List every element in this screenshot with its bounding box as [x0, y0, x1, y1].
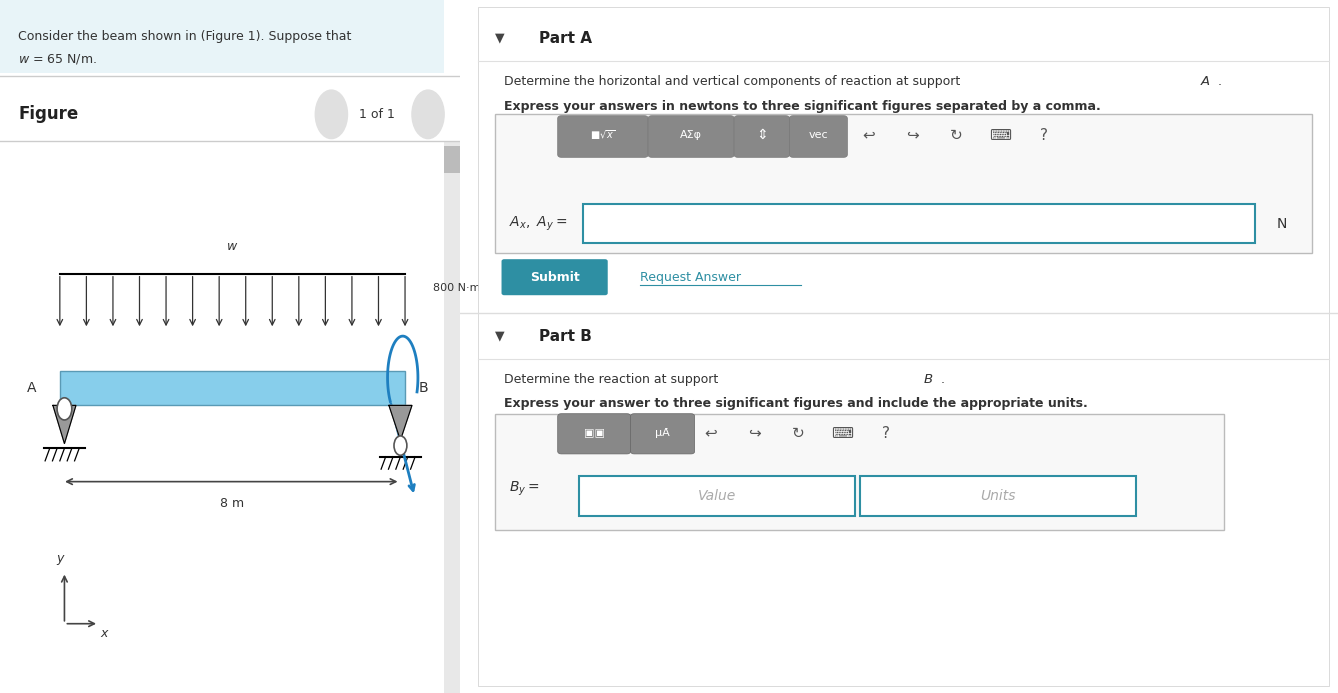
- Text: ↻: ↻: [792, 426, 804, 441]
- FancyBboxPatch shape: [630, 414, 694, 454]
- Text: B: B: [419, 381, 428, 395]
- Text: ⌨: ⌨: [831, 426, 854, 441]
- Text: Part A: Part A: [539, 30, 593, 46]
- Text: ▼: ▼: [495, 330, 504, 342]
- FancyBboxPatch shape: [789, 116, 847, 157]
- Text: ⇕: ⇕: [756, 128, 768, 142]
- Text: 800 N·m: 800 N·m: [432, 283, 480, 292]
- Text: <: <: [325, 107, 337, 121]
- Text: $B_y =$: $B_y =$: [508, 480, 539, 498]
- Text: w: w: [227, 240, 238, 252]
- Circle shape: [316, 90, 348, 139]
- FancyBboxPatch shape: [444, 141, 460, 693]
- Text: ↻: ↻: [950, 128, 962, 143]
- Text: $\blacksquare\sqrt{x}$: $\blacksquare\sqrt{x}$: [590, 128, 615, 142]
- Polygon shape: [389, 405, 412, 440]
- Text: y: y: [56, 552, 63, 565]
- FancyBboxPatch shape: [444, 146, 460, 173]
- FancyBboxPatch shape: [60, 371, 405, 405]
- Text: Part B: Part B: [539, 328, 593, 344]
- Text: ⌨: ⌨: [989, 128, 1012, 143]
- Text: .: .: [1218, 76, 1222, 88]
- Text: Submit: Submit: [530, 271, 579, 283]
- Text: ↪: ↪: [748, 426, 761, 441]
- Text: Figure: Figure: [19, 105, 79, 123]
- Text: ?: ?: [882, 426, 890, 441]
- Text: 8 m: 8 m: [221, 497, 245, 510]
- Text: μȦ: μȦ: [656, 428, 670, 438]
- FancyBboxPatch shape: [648, 116, 735, 157]
- Text: Request Answer: Request Answer: [640, 271, 741, 283]
- Text: AΣφ: AΣφ: [680, 130, 702, 140]
- Text: >: >: [423, 107, 434, 121]
- Text: Units: Units: [981, 489, 1016, 503]
- Polygon shape: [54, 405, 76, 444]
- Text: $A_x,\ A_y =$: $A_x,\ A_y =$: [508, 215, 567, 233]
- Circle shape: [393, 436, 407, 455]
- Text: Express your answer to three significant figures and include the appropriate uni: Express your answer to three significant…: [504, 397, 1088, 410]
- Text: vec: vec: [808, 130, 828, 140]
- Text: $A$: $A$: [1200, 76, 1211, 88]
- Text: Consider the beam shown in (Figure 1). Suppose that: Consider the beam shown in (Figure 1). S…: [19, 30, 352, 42]
- FancyBboxPatch shape: [558, 414, 630, 454]
- Text: ▣▣: ▣▣: [583, 428, 605, 438]
- FancyBboxPatch shape: [0, 0, 444, 73]
- Text: x: x: [100, 627, 107, 640]
- FancyBboxPatch shape: [478, 7, 1329, 686]
- Text: Determine the reaction at support: Determine the reaction at support: [504, 374, 723, 386]
- FancyBboxPatch shape: [495, 114, 1311, 253]
- FancyBboxPatch shape: [859, 476, 1136, 516]
- Text: ↪: ↪: [906, 128, 919, 143]
- FancyBboxPatch shape: [502, 259, 607, 295]
- Circle shape: [412, 90, 444, 139]
- Text: 1 of 1: 1 of 1: [360, 108, 395, 121]
- Circle shape: [58, 398, 72, 420]
- FancyBboxPatch shape: [583, 204, 1255, 243]
- Text: ↩: ↩: [704, 426, 717, 441]
- FancyBboxPatch shape: [579, 476, 855, 516]
- Text: A: A: [27, 381, 37, 395]
- Text: Express your answers in newtons to three significant figures separated by a comm: Express your answers in newtons to three…: [504, 100, 1101, 112]
- Text: ?: ?: [1040, 128, 1048, 143]
- FancyBboxPatch shape: [735, 116, 789, 157]
- Text: $w$ = 65 N/m.: $w$ = 65 N/m.: [19, 52, 98, 66]
- FancyBboxPatch shape: [558, 116, 648, 157]
- Text: $B$: $B$: [923, 374, 933, 386]
- Text: Determine the horizontal and vertical components of reaction at support: Determine the horizontal and vertical co…: [504, 76, 965, 88]
- Text: N: N: [1276, 217, 1287, 231]
- Text: Value: Value: [698, 489, 736, 503]
- FancyBboxPatch shape: [495, 414, 1224, 530]
- Text: ↩: ↩: [862, 128, 875, 143]
- Text: .: .: [941, 374, 945, 386]
- Text: ▼: ▼: [495, 32, 504, 44]
